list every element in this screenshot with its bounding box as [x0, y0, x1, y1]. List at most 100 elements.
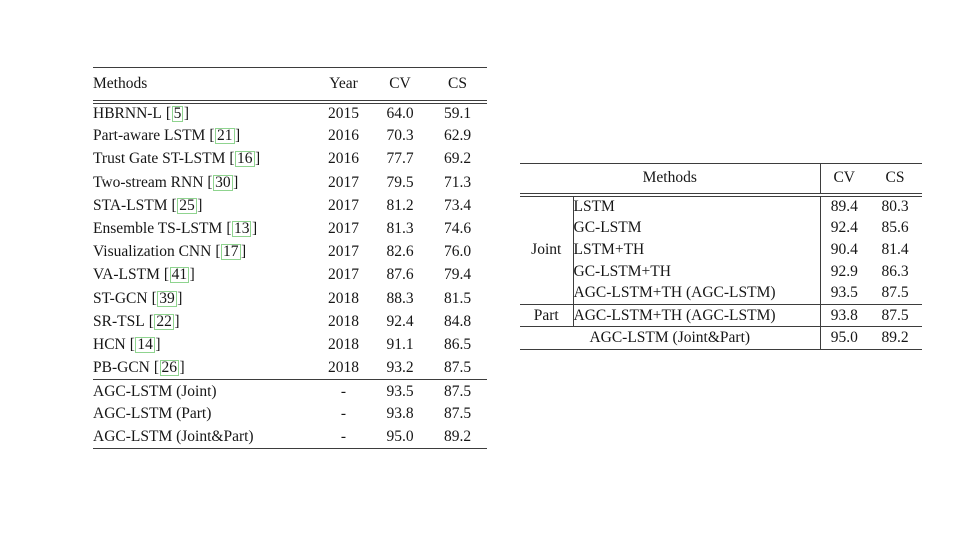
cv-cell: 92.9 — [819, 260, 868, 283]
cs-cell: 62.9 — [443, 127, 472, 145]
year-cell: 2018 — [328, 312, 359, 330]
method-cell: STA-LSTM25 — [93, 194, 315, 217]
cv-cell: 79.5 — [386, 173, 414, 191]
method-name: AGC-LSTM (Joint&Part) — [93, 428, 254, 445]
method-cell: Ensemble TS-LSTM13 — [93, 217, 315, 240]
cs-cell: 86.3 — [881, 262, 909, 280]
method-name: AGC-LSTM (Part) — [93, 405, 212, 423]
citation-link[interactable]: 13 — [226, 220, 257, 238]
cs-cell: 87.5 — [443, 358, 472, 376]
col-header-year: Year — [315, 67, 372, 104]
method-name: ST-GCN — [93, 289, 148, 307]
method-name: PB-GCN — [93, 358, 150, 376]
year-cell: 2018 — [328, 358, 359, 376]
year-cell: 2017 — [328, 196, 359, 214]
cs-cell-best: 89.2 — [428, 425, 487, 450]
method-cell: Part-aware LSTM21 — [93, 125, 315, 148]
cs-cell: 85.6 — [881, 218, 909, 236]
cs-cell: 76.0 — [443, 243, 472, 261]
col-header-cs: CS — [428, 67, 487, 104]
cv-cell: 82.6 — [386, 243, 414, 261]
table-row-ours-part: AGC-LSTM (Part) - 93.8 87.5 — [93, 403, 487, 426]
cs-cell: 73.4 — [443, 196, 472, 214]
method-cell: HBRNN-L5 — [93, 102, 315, 125]
cs-cell: 71.3 — [443, 173, 472, 191]
table-row: PB-GCN26 2018 93.2 87.5 — [93, 357, 487, 380]
year-cell: 2016 — [328, 150, 359, 168]
method-cell: VA-LSTM41 — [93, 264, 315, 287]
method-cell-final: AGC-LSTM (Joint&Part) — [520, 326, 820, 350]
cv-cell: 90.4 — [819, 238, 868, 261]
cv-cell: 93.5 — [819, 282, 868, 305]
table-row: ST-GCN39 2018 88.3 81.5 — [93, 287, 487, 310]
cv-cell: 93.8 — [819, 304, 868, 327]
cv-cell: 81.3 — [386, 220, 414, 238]
cs-cell: 87.5 — [443, 405, 472, 423]
method-cell: SR-TSL22 — [93, 310, 315, 333]
method-name: Ensemble TS-LSTM — [93, 220, 223, 238]
cs-cell: 87.5 — [868, 304, 922, 327]
cv-cell: 89.4 — [819, 194, 868, 217]
citation-link[interactable]: 26 — [154, 359, 185, 376]
cs-cell: 87.5 — [428, 379, 487, 403]
citation-link[interactable]: 41 — [164, 266, 195, 284]
table-row-final: AGC-LSTM (Joint&Part) 95.0 89.2 — [520, 326, 922, 350]
method-cell: LSTM+TH — [573, 240, 645, 258]
cs-cell: 86.5 — [443, 335, 472, 353]
citation-link[interactable]: 16 — [229, 150, 260, 168]
method-name: Trust Gate ST-LSTM — [93, 150, 226, 168]
citation-link[interactable]: 25 — [172, 197, 202, 214]
method-cell: Visualization CNN17 — [93, 241, 315, 264]
cv-cell: 77.7 — [386, 150, 414, 168]
table-row: Visualization CNN17 2017 82.6 76.0 — [93, 241, 487, 264]
method-name: Two-stream RNN — [93, 173, 204, 191]
table-row: LSTM+TH 90.4 81.4 — [520, 238, 922, 261]
cv-cell: 92.4 — [386, 312, 414, 330]
method-cell: AGC-LSTM (Joint) — [93, 379, 315, 403]
cv-cell: 93.8 — [386, 405, 414, 423]
year-cell: 2015 — [328, 105, 359, 123]
cs-cell: 87.5 — [881, 284, 909, 302]
col-header-cs: CS — [868, 163, 922, 197]
cs-cell: 69.2 — [443, 150, 472, 168]
citation-link[interactable]: 39 — [152, 290, 182, 307]
year-cell: 2017 — [328, 266, 359, 284]
table-row-part: Part AGC-LSTM+TH (AGC-LSTM) 93.8 87.5 — [520, 304, 922, 327]
table-row: AGC-LSTM+TH (AGC-LSTM) 93.5 87.5 — [520, 282, 922, 305]
cv-cell: 93.2 — [386, 358, 414, 376]
citation-link[interactable]: 22 — [149, 313, 180, 330]
method-cell: AGC-LSTM+TH (AGC-LSTM) — [573, 304, 820, 327]
year-cell: 2017 — [328, 243, 359, 261]
cs-cell: 80.3 — [881, 197, 909, 215]
table-row: STA-LSTM25 2017 81.2 73.4 — [93, 194, 487, 217]
citation-link[interactable]: 21 — [209, 127, 240, 145]
citation-link[interactable]: 14 — [130, 336, 161, 353]
cs-cell-best: 89.2 — [868, 326, 922, 350]
col-header-methods: Methods — [520, 163, 820, 197]
method-name: SR-TSL — [93, 312, 145, 330]
table-row: Two-stream RNN30 2017 79.5 71.3 — [93, 171, 487, 194]
citation-link[interactable]: 30 — [207, 174, 238, 191]
table-row: Joint LSTM 89.4 80.3 — [520, 194, 922, 305]
table-row: Trust Gate ST-LSTM16 2016 77.7 69.2 — [93, 148, 487, 171]
cs-cell: 81.4 — [881, 240, 909, 258]
cs-cell: 79.4 — [443, 266, 472, 284]
cv-cell: 81.2 — [386, 196, 414, 214]
citation-link[interactable]: 17 — [215, 243, 246, 261]
method-cell: PB-GCN26 — [93, 357, 315, 380]
table-row: SR-TSL22 2018 92.4 84.8 — [93, 310, 487, 333]
year-cell: 2017 — [328, 220, 359, 238]
cv-cell-best: 95.0 — [819, 326, 868, 350]
year-cell: 2018 — [328, 289, 359, 307]
cs-cell: 81.5 — [443, 289, 472, 307]
citation-link[interactable]: 5 — [166, 105, 189, 123]
group-label-joint: Joint — [520, 194, 574, 305]
method-name: HBRNN-L — [93, 105, 162, 123]
method-cell: AGC-LSTM+TH (AGC-LSTM) — [573, 284, 776, 302]
table-row: VA-LSTM41 2017 87.6 79.4 — [93, 264, 487, 287]
table-row: Part-aware LSTM21 2016 70.3 62.9 — [93, 125, 487, 148]
table-row: GC-LSTM 92.4 85.6 — [520, 216, 922, 239]
table-row-ours-joint: AGC-LSTM (Joint) - 93.5 87.5 — [93, 379, 487, 403]
method-cell: Two-stream RNN30 — [93, 171, 315, 194]
